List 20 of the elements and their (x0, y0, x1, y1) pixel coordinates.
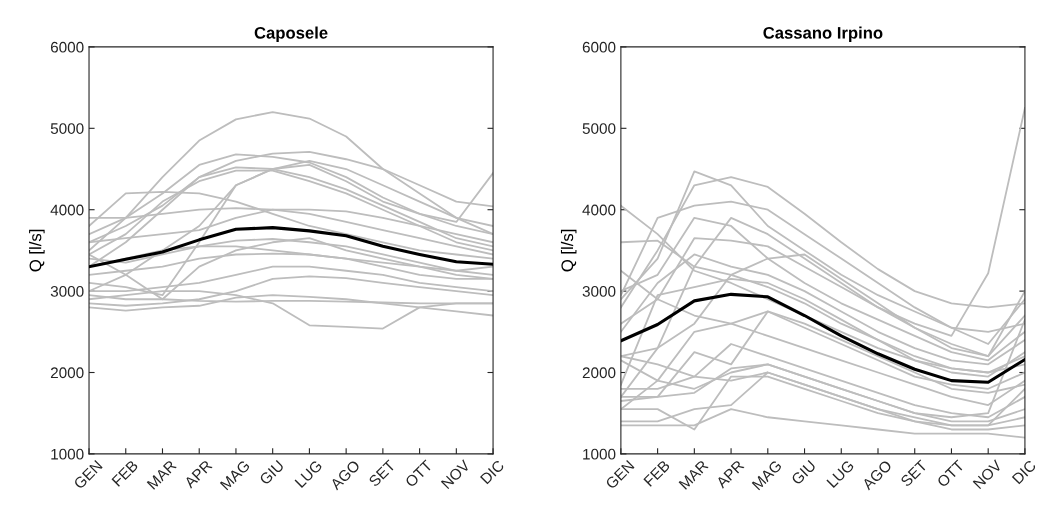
y-tick-label: 4000 (582, 204, 616, 216)
y-tick-label: 4000 (50, 204, 84, 216)
y-tick-label: 3000 (582, 285, 616, 297)
y-axis-title: Q [l/s] (560, 229, 577, 272)
y-tick-label: 2000 (50, 367, 84, 379)
x-tick-label: GIU (790, 459, 817, 486)
y-tick-label: 5000 (50, 123, 84, 134)
y-tick-label: 3000 (50, 285, 84, 297)
x-tick-label: GIU (258, 459, 285, 486)
y-tick-label: 5000 (582, 123, 616, 134)
y-tick-label: 2000 (582, 367, 616, 379)
x-tick-label: DIC (1011, 459, 1037, 485)
y-tick-label: 1000 (51, 448, 84, 460)
y-tick-label: 6000 (582, 41, 616, 53)
y-tick-label: 1000 (583, 448, 616, 460)
x-tick-label: DIC (479, 459, 505, 485)
chart-title: Caposele (254, 26, 328, 43)
y-axis-title: Q [l/s] (29, 229, 45, 272)
y-tick-label: 6000 (50, 41, 84, 53)
chart-title: Cassano Irpino (763, 26, 883, 43)
